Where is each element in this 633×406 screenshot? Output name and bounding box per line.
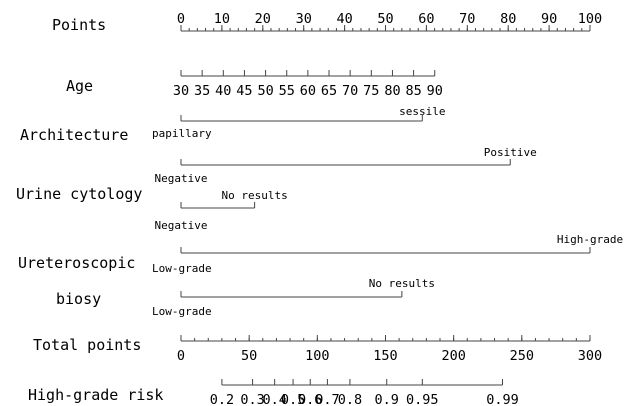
total-points-tick-label: 100: [305, 348, 329, 364]
total-points-tick-label: 0: [177, 348, 185, 364]
urine-cytology-nr-level-label: No results: [222, 189, 288, 202]
urine-cytology-level-label: Negative: [155, 172, 208, 185]
age-tick-label: 35: [194, 83, 210, 99]
points-tick-label: 60: [418, 11, 434, 27]
age-tick-label: 80: [384, 83, 400, 99]
age-tick-label: 90: [427, 83, 443, 99]
row-label-total-points: Total points: [33, 336, 141, 354]
total-points-tick-label: 200: [441, 348, 465, 364]
total-points-tick-label: 150: [373, 348, 397, 364]
points-tick-label: 50: [377, 11, 393, 27]
points-tick-label: 40: [336, 11, 352, 27]
row-label-age: Age: [66, 77, 93, 95]
points-tick-label: 30: [296, 11, 312, 27]
points-tick-label: 0: [177, 11, 185, 27]
high-grade-risk-tick-label: 0.3: [240, 392, 264, 406]
points-tick-label: 90: [541, 11, 557, 27]
age-tick-label: 50: [257, 83, 273, 99]
total-points-tick-label: 50: [241, 348, 257, 364]
high-grade-risk-tick-label: 0.5: [281, 392, 305, 406]
age-tick-label: 60: [300, 83, 316, 99]
points-tick-label: 70: [459, 11, 475, 27]
age-tick-label: 70: [342, 83, 358, 99]
high-grade-risk-tick-label: 0.9: [375, 392, 399, 406]
row-label-points: Points: [52, 16, 106, 34]
points-tick-label: 100: [578, 11, 602, 27]
high-grade-risk-tick-label: 0.6: [298, 392, 322, 406]
age-tick-label: 85: [405, 83, 421, 99]
age-tick-label: 55: [279, 83, 295, 99]
high-grade-risk-tick-label: 0.7: [315, 392, 339, 406]
row-label-urine-cytology: Urine cytology: [16, 185, 142, 203]
age-tick-label: 75: [363, 83, 379, 99]
row-label-high-grade-risk: High-grade risk: [28, 386, 163, 404]
high-grade-risk-tick-label: 0.95: [406, 392, 439, 406]
total-points-tick-label: 300: [578, 348, 602, 364]
points-tick-label: 10: [214, 11, 230, 27]
high-grade-risk-tick-label: 0.2: [210, 392, 234, 406]
high-grade-risk-tick-label: 0.4: [262, 392, 286, 406]
age-tick-label: 30: [173, 83, 189, 99]
age-tick-label: 40: [215, 83, 231, 99]
row-label-biosy: biosy: [56, 290, 101, 308]
age-tick-label: 65: [321, 83, 337, 99]
architecture-level-label: sessile: [399, 105, 445, 118]
points-tick-label: 20: [255, 11, 271, 27]
row-label-architecture: Architecture: [20, 126, 128, 144]
high-grade-risk-tick-label: 0.8: [338, 392, 362, 406]
row-label-ureteroscopic: Ureteroscopic: [18, 254, 135, 272]
urine-cytology-level-label: Positive: [484, 146, 537, 159]
biosy-level-label: No results: [369, 277, 435, 290]
ureteroscopic-level-label: High-grade: [557, 233, 623, 246]
chart-marks: 0 10 20 30 40 50 60 70 80 90 100 30 35 40 45 50 55 60 65 70…: [152, 11, 623, 406]
biosy-level-label: Low-grade: [152, 305, 212, 318]
age-tick-label: 45: [236, 83, 252, 99]
ureteroscopic-level-label: Low-grade: [152, 262, 212, 275]
urine-cytology-nr-level-label: Negative: [155, 219, 208, 232]
points-tick-label: 80: [500, 11, 516, 27]
total-points-tick-label: 250: [510, 348, 534, 364]
architecture-level-label: papillary: [152, 127, 212, 140]
high-grade-risk-tick-label: 0.99: [486, 392, 519, 406]
